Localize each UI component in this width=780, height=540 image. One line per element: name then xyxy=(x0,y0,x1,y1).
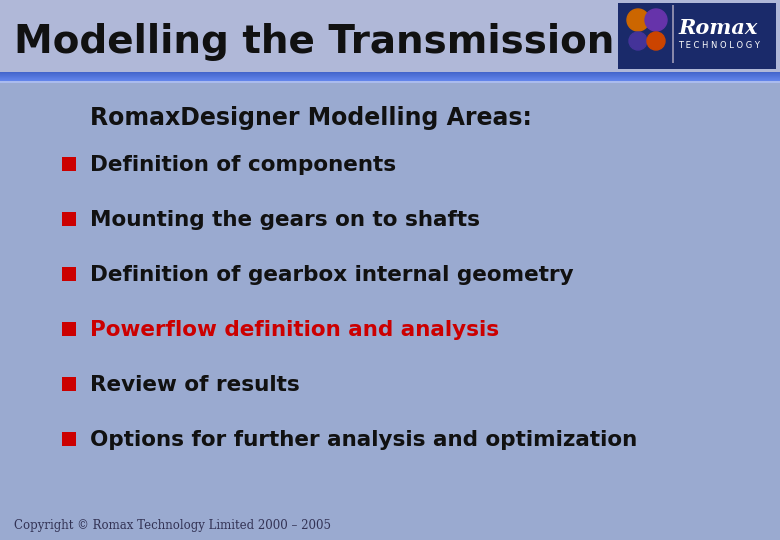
Text: Modelling the Transmission: Modelling the Transmission xyxy=(14,23,615,61)
Bar xyxy=(62,267,76,281)
Text: Definition of gearbox internal geometry: Definition of gearbox internal geometry xyxy=(90,265,573,285)
Text: Powerflow definition and analysis: Powerflow definition and analysis xyxy=(90,320,499,340)
Text: T E C H N O L O G Y: T E C H N O L O G Y xyxy=(678,42,760,51)
Bar xyxy=(0,73,780,74)
Text: Definition of components: Definition of components xyxy=(90,155,396,175)
Text: RomaxDesigner Modelling Areas:: RomaxDesigner Modelling Areas: xyxy=(90,106,532,130)
Bar xyxy=(62,322,76,336)
Bar xyxy=(618,3,776,69)
Bar xyxy=(0,78,780,79)
Circle shape xyxy=(627,9,649,31)
Bar xyxy=(0,75,780,76)
Bar xyxy=(62,432,76,446)
Bar xyxy=(0,0,780,72)
Bar xyxy=(0,76,780,77)
Text: Review of results: Review of results xyxy=(90,375,300,395)
Bar xyxy=(0,80,780,81)
Circle shape xyxy=(629,32,647,50)
Text: Copyright © Romax Technology Limited 2000 – 2005: Copyright © Romax Technology Limited 200… xyxy=(14,519,331,532)
Circle shape xyxy=(647,32,665,50)
Text: Options for further analysis and optimization: Options for further analysis and optimiz… xyxy=(90,430,637,450)
Bar xyxy=(0,81,780,83)
Bar xyxy=(0,83,780,540)
Text: Romax: Romax xyxy=(678,18,757,38)
Circle shape xyxy=(645,9,667,31)
Bar xyxy=(62,212,76,226)
Bar xyxy=(0,79,780,80)
Bar xyxy=(0,77,780,78)
Bar xyxy=(0,74,780,75)
Bar xyxy=(62,377,76,391)
Text: Mounting the gears on to shafts: Mounting the gears on to shafts xyxy=(90,210,480,230)
Bar xyxy=(672,5,673,63)
Bar xyxy=(62,157,76,171)
Bar xyxy=(0,81,780,82)
Bar xyxy=(0,72,780,73)
